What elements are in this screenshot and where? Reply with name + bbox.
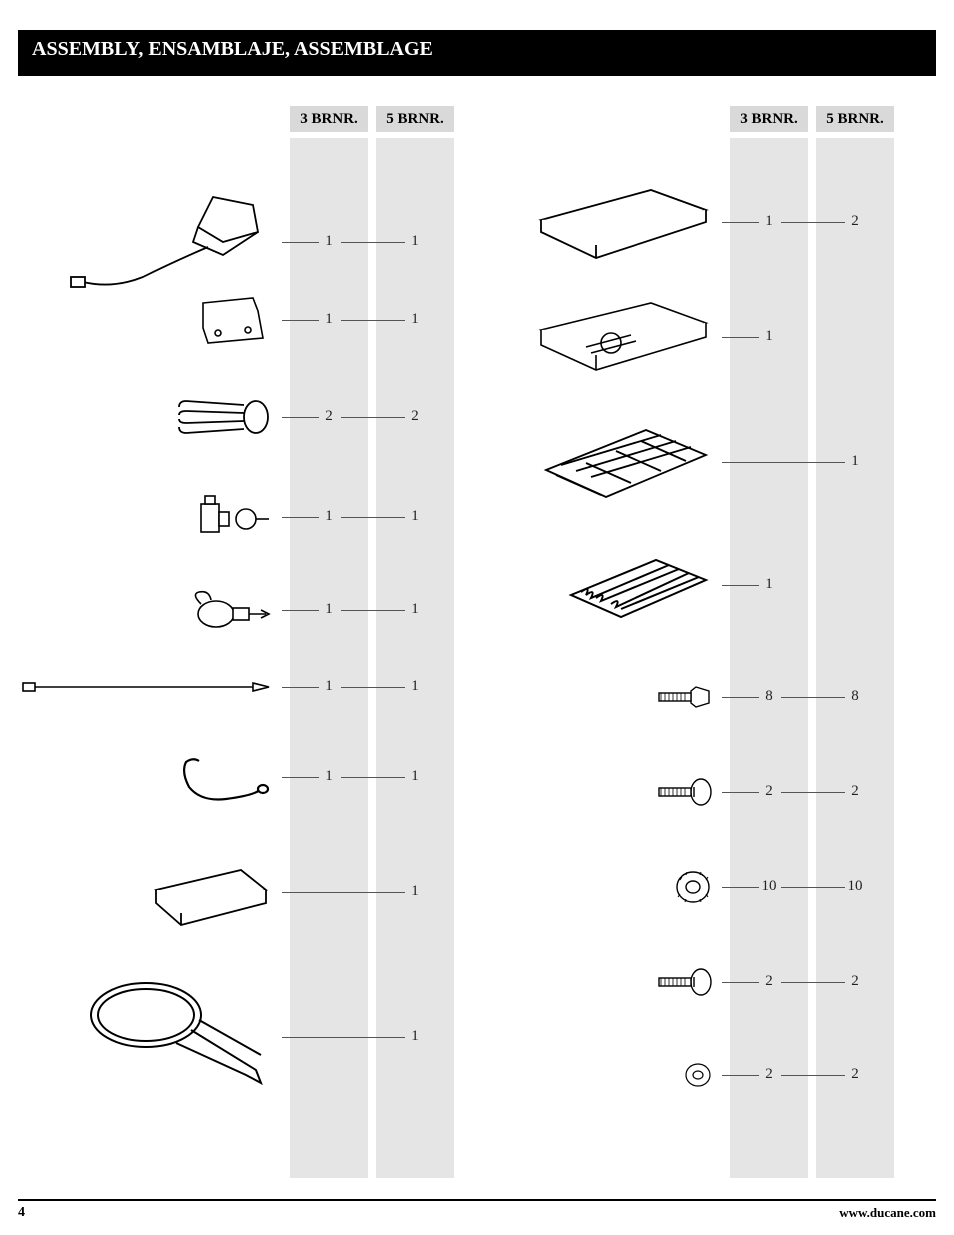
lock-washer-qty-5brnr: 10 bbox=[845, 878, 865, 895]
leader-line bbox=[781, 792, 845, 793]
col-3brnr-right: 3 BRNR. bbox=[730, 106, 808, 132]
carriage-bolt-a-qty-3brnr: 2 bbox=[759, 783, 779, 800]
side-shelf-qty-5brnr: 2 bbox=[845, 213, 865, 230]
lock-washer-qty-3brnr: 10 bbox=[759, 878, 779, 895]
tank-ring-qty-5brnr: 1 bbox=[405, 1028, 425, 1045]
mounting-bracket-qty-5brnr: 1 bbox=[405, 311, 425, 328]
carriage-bolt-b-qty-5brnr: 2 bbox=[845, 973, 865, 990]
leader-line bbox=[722, 982, 759, 983]
mounting-bracket-qty-3brnr: 1 bbox=[319, 311, 339, 328]
leader-line bbox=[722, 462, 845, 463]
footer-rule bbox=[18, 1199, 936, 1201]
page-number: 4 bbox=[18, 1205, 25, 1221]
counterbalance-qty-3brnr: 1 bbox=[319, 601, 339, 618]
leader-line bbox=[341, 320, 405, 321]
parts-diagram-area: 3 BRNR. 5 BRNR. 3 BRNR. 5 BRNR. 1 1 1 1 2 2 1 1 1 1 1 1… bbox=[18, 92, 936, 1195]
leader-line bbox=[282, 417, 319, 418]
counterbalance-icon bbox=[178, 582, 278, 637]
rotisserie-forks-icon bbox=[168, 382, 278, 452]
leader-line bbox=[341, 610, 405, 611]
leader-line bbox=[341, 417, 405, 418]
leader-line bbox=[282, 687, 319, 688]
spit-rod-qty-5brnr: 1 bbox=[405, 678, 425, 695]
leader-line bbox=[282, 777, 319, 778]
rotisserie-motor-icon bbox=[58, 187, 278, 297]
rotisserie-motor-qty-5brnr: 1 bbox=[405, 233, 425, 250]
leader-line bbox=[722, 585, 759, 586]
carriage-bolt-a-icon bbox=[648, 772, 718, 812]
leader-line bbox=[781, 222, 845, 223]
rotisserie-handle-qty-3brnr: 1 bbox=[319, 768, 339, 785]
leader-line bbox=[781, 887, 845, 888]
warming-rack-icon bbox=[528, 412, 718, 512]
spit-handle-qty-3brnr: 1 bbox=[319, 508, 339, 525]
tank-ring-icon bbox=[78, 972, 278, 1102]
col-5brnr-right: 5 BRNR. bbox=[816, 106, 894, 132]
leader-line bbox=[722, 697, 759, 698]
rotisserie-forks-qty-5brnr: 2 bbox=[405, 408, 425, 425]
col-5brnr-left: 5 BRNR. bbox=[376, 106, 454, 132]
carriage-bolt-b-qty-3brnr: 2 bbox=[759, 973, 779, 990]
col-3brnr-left: 3 BRNR. bbox=[290, 106, 368, 132]
mounting-bracket-icon bbox=[188, 290, 278, 350]
gray-col-left-5 bbox=[376, 138, 454, 1178]
leader-line bbox=[781, 982, 845, 983]
leader-line bbox=[722, 1075, 759, 1076]
leader-line bbox=[341, 777, 405, 778]
rotisserie-handle-icon bbox=[168, 742, 278, 812]
lock-washer-icon bbox=[668, 867, 718, 907]
counterbalance-qty-5brnr: 1 bbox=[405, 601, 425, 618]
spit-handle-qty-5brnr: 1 bbox=[405, 508, 425, 525]
side-shelf-icon bbox=[528, 177, 718, 267]
leader-line bbox=[282, 517, 319, 518]
section-title: ASSEMBLY, ENSAMBLAJE, ASSEMBLAGE bbox=[32, 38, 433, 60]
small-washer-qty-3brnr: 2 bbox=[759, 1066, 779, 1083]
leader-line bbox=[722, 792, 759, 793]
rotisserie-forks-qty-3brnr: 2 bbox=[319, 408, 339, 425]
small-washer-qty-5brnr: 2 bbox=[845, 1066, 865, 1083]
gray-col-left-3 bbox=[290, 138, 368, 1178]
carriage-bolt-a-qty-5brnr: 2 bbox=[845, 783, 865, 800]
leader-line bbox=[781, 1075, 845, 1076]
carriage-bolt-b-icon bbox=[648, 962, 718, 1002]
leader-line bbox=[722, 222, 759, 223]
warming-rack-qty-5brnr: 1 bbox=[845, 453, 865, 470]
side-burner-shelf-qty-3brnr: 1 bbox=[759, 328, 779, 345]
leader-line bbox=[282, 892, 405, 893]
side-burner-shelf-icon bbox=[528, 292, 718, 382]
leader-line bbox=[282, 320, 319, 321]
section-header: ASSEMBLY, ENSAMBLAJE, ASSEMBLAGE bbox=[18, 30, 936, 76]
side-shelf-qty-3brnr: 1 bbox=[759, 213, 779, 230]
drip-tray-qty-5brnr: 1 bbox=[405, 883, 425, 900]
drip-tray-icon bbox=[138, 852, 278, 932]
side-burner-grate-icon bbox=[558, 542, 718, 627]
leader-line bbox=[282, 242, 319, 243]
side-burner-grate-qty-3brnr: 1 bbox=[759, 576, 779, 593]
gray-col-right-3 bbox=[730, 138, 808, 1178]
leader-line bbox=[341, 687, 405, 688]
leader-line bbox=[781, 697, 845, 698]
leader-line bbox=[341, 517, 405, 518]
hex-bolt-icon bbox=[648, 677, 718, 717]
gray-col-right-5 bbox=[816, 138, 894, 1178]
rotisserie-handle-qty-5brnr: 1 bbox=[405, 768, 425, 785]
leader-line bbox=[282, 1037, 405, 1038]
leader-line bbox=[722, 887, 759, 888]
small-washer-icon bbox=[678, 1057, 718, 1092]
hex-bolt-qty-5brnr: 8 bbox=[845, 688, 865, 705]
leader-line bbox=[722, 337, 759, 338]
hex-bolt-qty-3brnr: 8 bbox=[759, 688, 779, 705]
spit-rod-qty-3brnr: 1 bbox=[319, 678, 339, 695]
leader-line bbox=[341, 242, 405, 243]
spit-handle-icon bbox=[188, 487, 278, 547]
footer-url: www.ducane.com bbox=[839, 1205, 936, 1221]
rotisserie-motor-qty-3brnr: 1 bbox=[319, 233, 339, 250]
spit-rod-icon bbox=[18, 672, 278, 702]
leader-line bbox=[282, 610, 319, 611]
